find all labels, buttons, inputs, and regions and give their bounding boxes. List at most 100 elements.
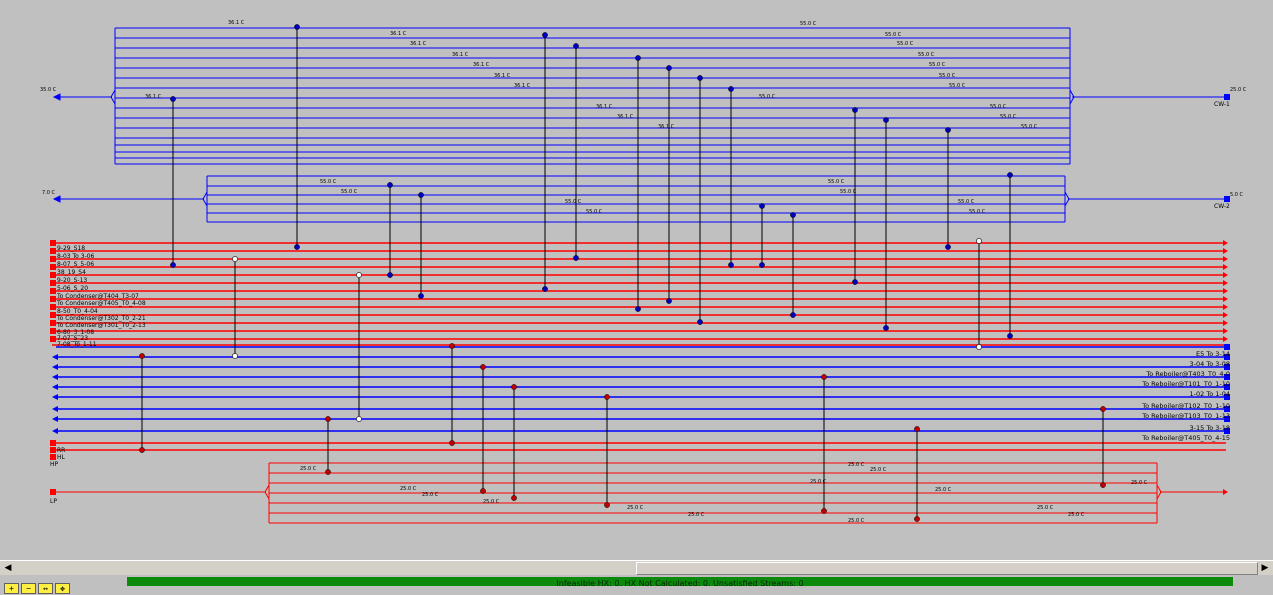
misc-temp-31: 25.0 C [300, 466, 317, 472]
cw-exchangers [172, 27, 1011, 336]
misc-temp-6: 55.0 C [897, 41, 914, 47]
misc-temp-17: 36.1 C [596, 104, 613, 110]
misc-temp-40: 25.0 C [627, 505, 644, 511]
lp-label: LP [50, 498, 57, 505]
misc-temp-33: 25.0 C [870, 467, 887, 473]
hot-stream-label-5[interactable]: 9-20_S-13 [57, 277, 87, 284]
misc-temp-27: 55.0 C [565, 199, 582, 205]
misc-temp-24: 55.0 C [828, 179, 845, 185]
cw1-outlet-temp: 25.0 C [1230, 87, 1247, 93]
misc-temp-41: 25.0 C [1037, 505, 1054, 511]
zoom-in-icon[interactable]: + [4, 583, 19, 594]
misc-temp-10: 55.0 C [929, 62, 946, 68]
misc-temp-15: 36.1 C [145, 94, 162, 100]
misc-temp-1: 36.1 C [228, 20, 245, 26]
hot-stream-label-14[interactable]: 7-08_To_1-11 [57, 341, 97, 348]
cold-stream-label-1[interactable]: E5 To 3-14 [1196, 350, 1230, 358]
misc-temp-2: 55.0 C [800, 21, 817, 27]
pan-icon[interactable]: ✥ [55, 583, 70, 594]
status-message: Infeasible HX: 0, HX Not Calculated: 0, … [127, 577, 1233, 586]
scroll-right-icon[interactable]: ▶ [1261, 563, 1269, 573]
cold-stream-label-4[interactable]: To Reboiler@T101_T0_1-10 [1141, 380, 1230, 388]
misc-temp-12: 55.0 C [939, 73, 956, 79]
misc-temp-11: 36.1 C [494, 73, 511, 79]
heater-exchangers [141, 346, 1104, 519]
zoom-toolbar: + − ↔ ✥ [4, 576, 72, 594]
misc-temp-5: 36.1 C [410, 41, 427, 47]
misc-temp-28: 55.0 C [958, 199, 975, 205]
misc-temp-29: 55.0 C [586, 209, 603, 215]
hot-stream-label-12[interactable]: 6-80_3_1-08 [57, 329, 94, 336]
misc-temp-37: 25.0 C [935, 487, 952, 493]
misc-temp-21: 36.1 C [658, 124, 675, 130]
misc-temp-4: 55.0 C [885, 32, 902, 38]
misc-temp-22: 55.0 C [1021, 124, 1038, 130]
misc-temp-42: 25.0 C [688, 512, 705, 518]
misc-temp-34: 25.0 C [810, 479, 827, 485]
hot-stream-label-6[interactable]: 5-06_S_20 [57, 285, 88, 292]
misc-temp-45: 35.0 C [40, 87, 57, 93]
scrollbar-thumb[interactable] [636, 562, 1258, 575]
misc-temp-23: 55.0 C [320, 179, 337, 185]
heat-exchanger-network-grid[interactable]: 36.1 C 55.0 C 36.1 C 55.0 C 36.1 C 55.0 … [0, 0, 1273, 560]
cold-stream-label-5[interactable]: 1-02 To 1-04 [1190, 390, 1230, 398]
misc-temp-35: 25.0 C [400, 486, 417, 492]
misc-temp-16: 55.0 C [759, 94, 776, 100]
rr-label: RR [57, 447, 65, 454]
misc-temp-30: 55.0 C [969, 209, 986, 215]
hot-stream-label-2[interactable]: 8-03 To 3-06 [57, 253, 95, 260]
cold-stream-label-3[interactable]: To Reboiler@T403_T0_4-0 [1145, 370, 1230, 378]
cw2-utility-group [52, 175, 1226, 223]
misc-temp-43: 25.0 C [1068, 512, 1085, 518]
zoom-out-icon[interactable]: − [21, 583, 36, 594]
cw2-inlet-temp: 7.0 C [42, 190, 56, 196]
cold-stream-label-7[interactable]: To Reboiler@T103_T0_1-13 [1141, 412, 1230, 420]
hot-stream-label-4[interactable]: 38_19_S4 [57, 269, 86, 276]
hot-stream-label-10[interactable]: To Condenser@T302_T0_2-21 [56, 315, 146, 322]
cold-streams-lines [56, 346, 1226, 432]
cold-stream-label-2[interactable]: 3-04 To 3-08 [1190, 360, 1230, 368]
misc-temp-7: 36.1 C [452, 52, 469, 58]
misc-temp-19: 36.1 C [617, 114, 634, 120]
rr-hl-streams [52, 442, 1226, 451]
hot-stream-label-3[interactable]: 8-07_S_5-06 [57, 261, 94, 268]
cold-stream-label-9[interactable]: To Reboiler@T405_T0_4-15 [1141, 434, 1230, 442]
hot-stream-label-9[interactable]: 8-50_T0_4-04 [57, 308, 98, 315]
hot-streams-end-arrows [1223, 240, 1228, 342]
hot-stream-label-13[interactable]: 7-07_S_23 [57, 335, 88, 342]
misc-temp-32: 25.0 C [848, 462, 865, 468]
misc-temp-8: 55.0 C [918, 52, 935, 58]
hot-stream-label-1[interactable]: 9-29_S18 [57, 245, 85, 252]
scroll-left-icon[interactable]: ◀ [4, 563, 12, 573]
process-exchanger-nodes [232, 238, 982, 422]
misc-temp-3: 36.1 C [390, 31, 407, 37]
cw1-utility-group [52, 27, 1226, 165]
misc-temp-25: 55.0 C [341, 189, 358, 195]
lp-utility-group [52, 462, 1226, 524]
hot-streams-start-markers [50, 240, 56, 342]
misc-temp-18: 55.0 C [990, 104, 1007, 110]
cold-streams-start-arrows [52, 354, 58, 434]
misc-temp-20: 55.0 C [1000, 114, 1017, 120]
cw1-label: CW-1 [1214, 101, 1230, 108]
misc-temp-44: 25.0 C [848, 518, 865, 524]
cold-stream-label-6[interactable]: To Reboiler@T102_T0_1-10 [1141, 402, 1230, 410]
misc-temp-26: 55.0 C [840, 189, 857, 195]
misc-temp-14: 55.0 C [949, 83, 966, 89]
fit-icon[interactable]: ↔ [38, 583, 53, 594]
process-exchangers [234, 241, 980, 419]
hl-label: HL [57, 454, 66, 461]
cw2-label: CW-2 [1214, 203, 1230, 210]
horizontal-scrollbar[interactable]: ◀ ▶ [0, 560, 1273, 575]
cw2-outlet-temp: 5.0 C [1230, 192, 1244, 198]
hot-stream-label-8[interactable]: To Condenser@T405_T0_4-08 [56, 300, 146, 307]
heater-exchanger-nodes [139, 343, 1106, 522]
cold-stream-label-8[interactable]: 3-15 To 3-18 [1190, 424, 1230, 432]
hp-label: HP [50, 461, 59, 468]
misc-temp-13: 36.1 C [514, 83, 531, 89]
hot-stream-label-7[interactable]: To Condenser@T404_T3-07 [56, 293, 139, 300]
hot-stream-label-11[interactable]: To Condenser@T301_T0_2-13 [56, 322, 146, 329]
misc-temp-9: 36.1 C [473, 62, 490, 68]
cw-exchanger-nodes [170, 24, 1013, 339]
misc-temp-38: 25.0 C [483, 499, 500, 505]
